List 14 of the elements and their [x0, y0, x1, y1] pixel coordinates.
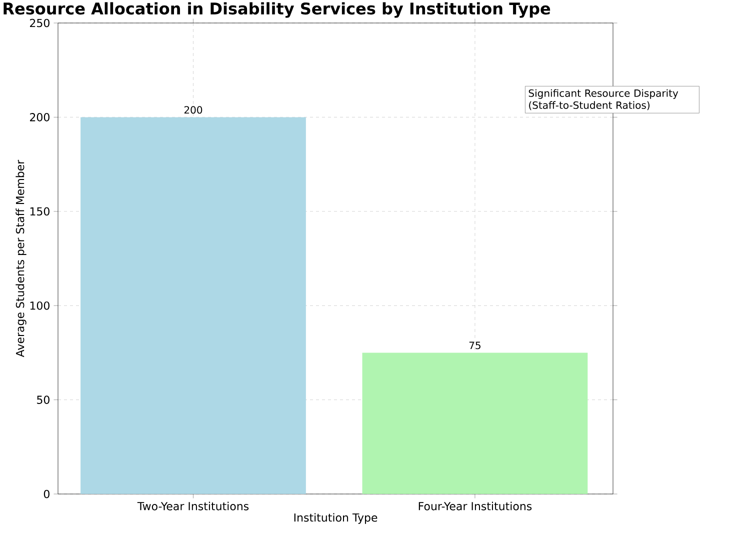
x-axis-title: Institution Type — [294, 513, 378, 524]
data-label: 75 — [469, 342, 480, 350]
y-tick-label: 50 — [37, 396, 50, 404]
y-axis-title: Average Students per Staff Member — [16, 160, 26, 358]
chart-title: Resource Allocation in Disability Services by Institution Type — [4, 2, 550, 18]
y-tick-label: 0 — [44, 490, 50, 498]
x-tick-label: Two-Year Institutions — [137, 502, 249, 510]
y-tick-label: 150 — [30, 207, 50, 216]
data-label: 200 — [184, 106, 202, 114]
annotation: Significant Resource Disparity (Staff-to-Student Ratios) — [528, 89, 678, 110]
y-tick-label: 100 — [30, 301, 50, 310]
y-tick-label: 200 — [30, 113, 50, 122]
x-tick-label: Four-Year Institutions — [418, 502, 532, 510]
y-tick-label: 250 — [30, 18, 50, 28]
